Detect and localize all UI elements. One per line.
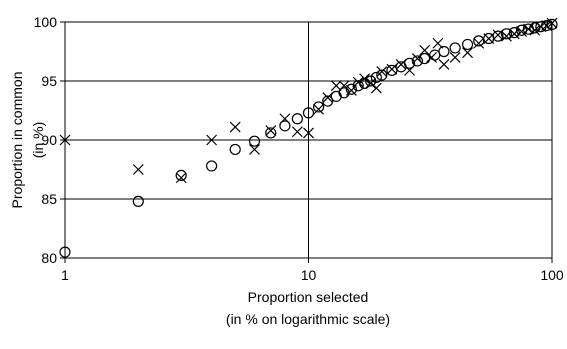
cross-point xyxy=(206,134,218,146)
cross-point xyxy=(541,20,552,31)
cross-point xyxy=(132,164,144,175)
circle-point xyxy=(206,160,218,172)
cross-point xyxy=(386,63,398,75)
cross-point xyxy=(365,77,377,89)
cross-point xyxy=(249,144,260,155)
cross-point xyxy=(303,127,314,139)
y-tick-labels: 80 85 90 95 100 xyxy=(34,14,58,266)
cross-point xyxy=(265,125,277,136)
cross-point xyxy=(449,51,461,63)
cross-point xyxy=(473,37,485,49)
y-tick-label: 85 xyxy=(41,191,57,207)
cross-point xyxy=(291,126,303,138)
cross-point xyxy=(522,23,534,35)
cross-point xyxy=(426,51,437,63)
cross-point xyxy=(279,113,291,125)
cross-point xyxy=(395,59,407,70)
x-axis-title-line2: (in % on logarithmic scale) xyxy=(226,311,390,327)
circle-point xyxy=(438,45,450,58)
gridlines xyxy=(60,21,553,263)
cross-point xyxy=(322,92,334,103)
circle-point xyxy=(248,135,261,147)
circle-point xyxy=(345,83,357,95)
cross-point xyxy=(516,26,528,37)
circle-point xyxy=(411,55,423,67)
cross-point xyxy=(501,30,512,42)
y-tick-label: 80 xyxy=(41,250,57,266)
circle-point xyxy=(386,64,398,76)
cross-point xyxy=(229,121,241,133)
circle-point xyxy=(59,246,71,258)
x-tick-label: 1 xyxy=(61,267,69,283)
cross-point xyxy=(376,66,388,77)
y-tick-label: 95 xyxy=(41,73,57,89)
cross-point xyxy=(338,80,350,92)
cross-point xyxy=(483,33,495,44)
cross-point xyxy=(462,47,473,59)
cross-point xyxy=(529,24,541,36)
y-axis-title-line2: (in %) xyxy=(30,122,46,159)
circle-point xyxy=(429,49,441,61)
x-tick-label: 10 xyxy=(301,267,317,283)
cross-point xyxy=(313,103,325,115)
y-tick-label: 90 xyxy=(41,132,57,148)
circle-point xyxy=(449,42,461,54)
circle-point xyxy=(473,35,485,47)
circle-point xyxy=(461,38,474,51)
cross-point xyxy=(359,73,371,85)
x-tick-labels: 1 10 100 xyxy=(61,267,564,283)
circle-point xyxy=(175,169,187,181)
circle-point xyxy=(312,101,325,113)
circle-point xyxy=(365,75,377,87)
data-points xyxy=(59,17,558,258)
circle-point xyxy=(403,57,416,69)
circle-point xyxy=(132,195,144,207)
circle-point xyxy=(302,107,315,119)
circle-point xyxy=(229,143,241,156)
cross-point xyxy=(370,82,382,94)
y-axis-title-line1: Proportion in common xyxy=(9,72,25,209)
cross-point xyxy=(546,17,558,29)
cross-point xyxy=(438,59,450,70)
circle-point xyxy=(279,120,291,132)
cross-point xyxy=(404,64,415,76)
circle-point xyxy=(492,30,504,42)
x-tick-label: 100 xyxy=(540,267,564,283)
cross-point xyxy=(345,85,357,96)
cross-point xyxy=(432,37,444,49)
circle-point xyxy=(291,113,303,125)
circle-point xyxy=(370,71,382,84)
cross-point xyxy=(508,28,520,40)
cross-point xyxy=(175,172,187,184)
circle-point xyxy=(376,69,388,81)
circle-point xyxy=(322,95,334,107)
circle-point xyxy=(265,127,277,139)
circle-point xyxy=(500,28,513,40)
y-tick-label: 100 xyxy=(34,14,58,30)
circle-point xyxy=(352,80,364,92)
cross-point xyxy=(411,53,423,65)
cross-point xyxy=(330,80,342,92)
cross-point xyxy=(59,134,71,146)
cross-point xyxy=(352,76,364,88)
x-axis-title-line1: Proportion selected xyxy=(248,289,369,305)
